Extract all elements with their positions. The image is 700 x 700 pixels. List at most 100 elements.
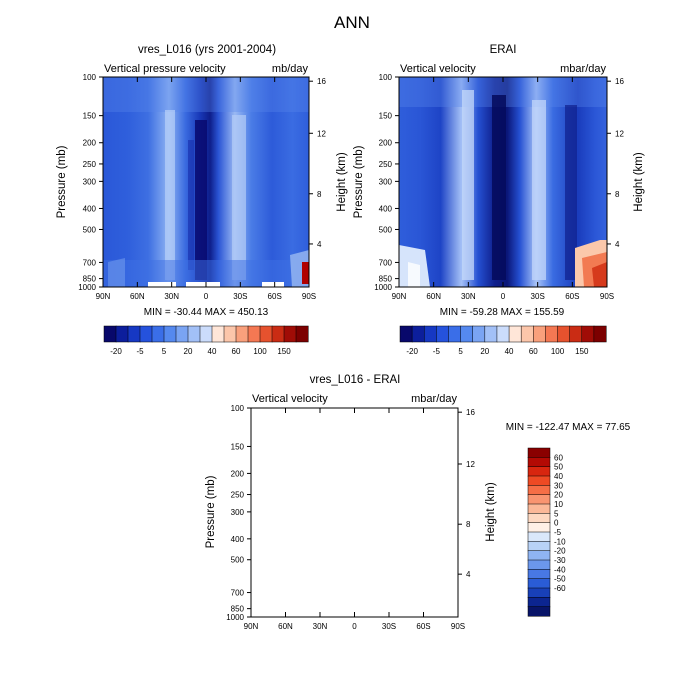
pressure-tick-label: 1000 (374, 283, 392, 292)
colorbar-swatch (527, 485, 551, 496)
pressure-tick-label: 850 (379, 275, 393, 284)
colorbar-label: -5 (554, 528, 562, 537)
panel-obs-title: ERAI (490, 44, 517, 56)
colorbar-swatch (163, 325, 177, 343)
x-tick-label: 60N (130, 292, 145, 301)
colorbar-swatch (520, 325, 534, 343)
panel-obs-units: mbar/day (560, 63, 606, 75)
height-tick-label: 8 (615, 190, 620, 199)
colorbar-swatch (399, 325, 413, 343)
colorbar-label: -30 (554, 556, 566, 565)
colorbar-swatch (527, 447, 551, 458)
colorbar-label: -40 (554, 565, 566, 574)
colorbar-label: 100 (253, 347, 267, 356)
figure-title: ANN (334, 13, 370, 32)
pressure-tick-label: 100 (379, 73, 393, 82)
colorbar-swatch (271, 325, 285, 343)
panel-model-field (103, 77, 309, 287)
pressure-tick-label: 300 (83, 177, 97, 186)
colorbar-swatch (484, 325, 498, 343)
colorbar-swatch (103, 325, 117, 343)
colorbar-label: -5 (433, 347, 441, 356)
colorbar-swatch (527, 559, 551, 570)
colorbar-label: 50 (554, 463, 563, 472)
colorbar-swatch (199, 325, 213, 343)
colorbar-swatch (533, 325, 546, 343)
colorbar-swatch (581, 325, 595, 343)
colorbar-label: -10 (554, 537, 566, 546)
x-tick-label: 90N (392, 292, 407, 301)
panel-diff-title: vres_L016 - ERAI (310, 374, 401, 386)
pressure-tick-label: 200 (83, 139, 97, 148)
colorbar-label: 150 (575, 347, 589, 356)
pressure-tick-label: 400 (379, 204, 393, 213)
colorbar-swatch (527, 578, 551, 589)
colorbar-swatch (448, 325, 462, 343)
x-tick-label: 60S (416, 622, 430, 631)
panel-model-ylabel-right: Height (km) (336, 152, 348, 212)
colorbar-swatch (127, 325, 141, 343)
pressure-tick-label: 100 (83, 73, 97, 82)
colorbar-swatch (527, 597, 551, 608)
generated-marks: 90N 60N 30N 0 30S 60S 90S100150200250300400500… (78, 73, 624, 631)
x-tick-label: 30S (531, 292, 545, 301)
colorbar-label: -20 (554, 547, 566, 556)
colorbar-swatch (472, 325, 486, 343)
panel-model-units: mb/day (272, 63, 309, 75)
x-tick-label: 90S (302, 292, 316, 301)
colorbar-swatch (527, 466, 551, 477)
colorbar-label: 0 (554, 519, 559, 528)
pressure-tick-label: 700 (231, 589, 245, 598)
pressure-tick-label: 200 (231, 469, 245, 478)
height-tick-label: 4 (317, 240, 322, 249)
pressure-tick-label: 150 (379, 112, 393, 121)
x-tick-label: 60N (278, 622, 293, 631)
x-tick-label: 0 (204, 292, 209, 301)
pressure-tick-label: 400 (231, 535, 245, 544)
colorbar-label: 40 (505, 347, 514, 356)
colorbar-swatch (211, 325, 225, 343)
height-tick-label: 12 (317, 129, 326, 138)
colorbar-swatch (460, 325, 474, 343)
pressure-tick-label: 700 (83, 258, 97, 267)
panel-diff-left-label: Vertical velocity (252, 393, 328, 405)
colorbar-swatch (115, 325, 129, 343)
pressure-tick-label: 200 (379, 139, 393, 148)
pressure-tick-label: 100 (231, 404, 245, 413)
x-tick-label: 30N (461, 292, 476, 301)
colorbar-swatch (423, 325, 437, 343)
colorbar-swatch (527, 513, 551, 524)
panel-model-left-label: Vertical pressure velocity (104, 63, 226, 75)
pressure-tick-label: 500 (379, 225, 393, 234)
pressure-tick-label: 250 (379, 160, 393, 169)
pressure-tick-label: 850 (83, 275, 97, 284)
x-tick-label: 0 (352, 622, 357, 631)
colorbar-swatch (527, 606, 551, 617)
colorbar-label: 10 (554, 500, 563, 509)
x-tick-label: 30S (233, 292, 247, 301)
colorbar-swatch (527, 475, 551, 486)
x-tick-label: 90S (451, 622, 465, 631)
colorbar-swatch (593, 325, 607, 343)
pressure-tick-label: 400 (83, 204, 97, 213)
colorbar-swatch (496, 325, 510, 343)
colorbar-label: -50 (554, 575, 566, 584)
colorbar-label: 20 (184, 347, 193, 356)
pressure-tick-label: 250 (231, 491, 245, 500)
panel-model-ylabel: Pressure (mb) (56, 145, 68, 218)
colorbar-label: 5 (162, 347, 167, 356)
panel-model-stats: MIN = -30.44 MAX = 450.13 (144, 307, 269, 318)
pressure-tick-label: 300 (231, 508, 245, 517)
colorbar-swatch (527, 531, 551, 542)
x-tick-label: 90S (600, 292, 614, 301)
x-tick-label: 90N (96, 292, 111, 301)
height-tick-label: 8 (466, 520, 471, 529)
x-tick-label: 60S (268, 292, 282, 301)
colorbar-swatch (527, 550, 551, 561)
colorbar-swatch (527, 503, 551, 514)
pressure-tick-label: 850 (231, 605, 245, 614)
panel-obs-left-label: Vertical velocity (400, 63, 476, 75)
panel-diff-ylabel: Pressure (mb) (205, 475, 217, 548)
colorbar-swatch (259, 325, 273, 343)
